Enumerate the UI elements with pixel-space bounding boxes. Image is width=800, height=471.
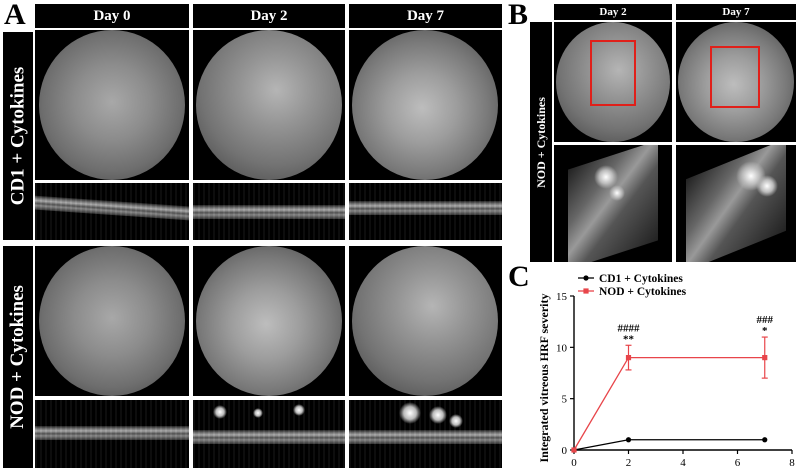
panel-a-header-day2: Day 2 xyxy=(193,4,345,28)
legend-marker xyxy=(583,275,589,281)
x-tick-label: 8 xyxy=(789,457,795,469)
panel-c-letter: C xyxy=(508,260,530,293)
legend-label: CD1 + Cytokines xyxy=(599,273,683,285)
oct-image-cd1-day2 xyxy=(193,183,345,240)
panel-b-fundus-day2 xyxy=(554,22,672,142)
legend-marker xyxy=(583,288,589,294)
legend-label: NOD + Cytokines xyxy=(599,286,687,298)
data-point xyxy=(762,355,768,361)
fundus-image-nod-day0 xyxy=(35,246,189,396)
x-tick-label: 2 xyxy=(626,457,632,469)
oct-image-nod-day2 xyxy=(193,400,345,468)
panel-b-header-day2: Day 2 xyxy=(554,4,672,20)
panel-a-header-day0: Day 0 xyxy=(35,4,189,28)
data-point xyxy=(762,437,768,443)
panel-b-header-day7: Day 7 xyxy=(676,4,796,20)
series-line xyxy=(573,439,765,451)
panel-a-header-day7: Day 7 xyxy=(349,4,502,28)
panel-b-zoom-oct-day2 xyxy=(554,145,672,262)
fundus-image-nod-day7 xyxy=(349,246,502,396)
oct-image-nod-day7 xyxy=(349,400,502,468)
data-point xyxy=(625,355,632,361)
data-point xyxy=(571,447,577,453)
y-tick-label: 0 xyxy=(562,445,568,457)
panel-b-fundus-day7 xyxy=(676,22,796,142)
significance-annotation: ### xyxy=(757,314,774,326)
zoom-region-box-day2 xyxy=(590,40,636,106)
panel-a-row-label-nod: NOD + Cytokines xyxy=(3,246,33,468)
data-point xyxy=(625,437,632,443)
y-axis-label: Integrated vitreous HRF severity xyxy=(537,294,551,463)
x-tick-label: 6 xyxy=(735,457,741,469)
fundus-image-cd1-day0 xyxy=(35,30,189,180)
significance-annotation: * xyxy=(762,325,768,337)
panel-b-row-label-nod: NOD + Cytokines xyxy=(530,22,552,262)
x-tick-label: 0 xyxy=(571,457,577,469)
significance-annotation: #### xyxy=(618,322,641,334)
panel-b-letter: B xyxy=(508,0,529,31)
fundus-image-nod-day2 xyxy=(193,246,345,396)
zoom-region-box-day7 xyxy=(710,46,760,108)
panel-c-chart: 0 5 10 15 0 2 4 6 8 ####** ###* CD1 + CytokinesNO… xyxy=(537,273,795,469)
x-tick-label: 4 xyxy=(680,457,686,469)
oct-image-nod-day0 xyxy=(35,400,189,468)
fundus-image-cd1-day2 xyxy=(193,30,345,180)
fundus-image-cd1-day7 xyxy=(349,30,502,180)
significance-annotation: ** xyxy=(623,333,635,345)
panel-a-row-label-cd1: CD1 + Cytokines xyxy=(3,32,33,240)
panel-a-letter: A xyxy=(4,0,26,31)
y-tick-label: 5 xyxy=(562,394,568,406)
oct-image-cd1-day0 xyxy=(35,183,189,240)
oct-image-cd1-day7 xyxy=(349,183,502,240)
panel-b-zoom-oct-day7 xyxy=(676,145,796,262)
y-tick-label: 15 xyxy=(556,291,568,303)
y-tick-label: 10 xyxy=(556,342,568,354)
series-line xyxy=(573,356,765,451)
